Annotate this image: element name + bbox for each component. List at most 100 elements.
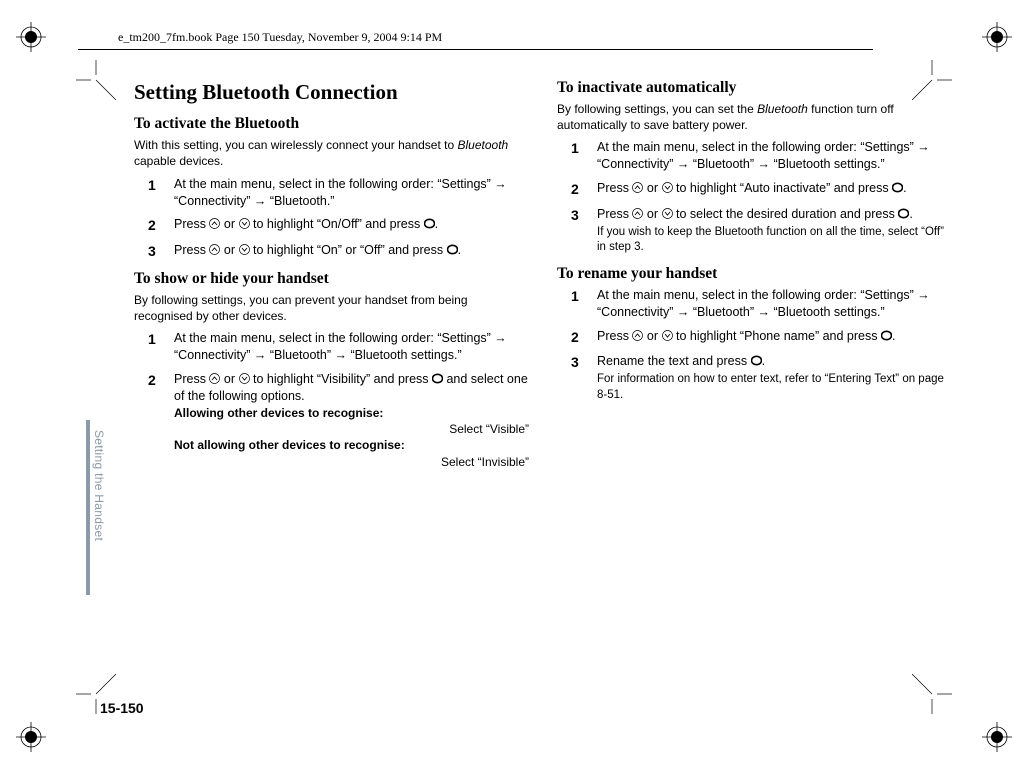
- section-tab: Setting the Handset: [86, 430, 102, 585]
- t: or: [643, 207, 661, 221]
- option-label: Allowing other devices to recognise:: [174, 405, 529, 421]
- step-text: Rename the text and press . For informat…: [597, 353, 952, 403]
- t: or: [220, 372, 238, 386]
- t: Press: [174, 372, 209, 386]
- option-value: Select “Invisible”: [174, 454, 529, 470]
- section-tab-bar: [86, 420, 90, 595]
- step-row: 1 At the main menu, select in the follow…: [148, 330, 529, 364]
- t: .: [458, 243, 461, 257]
- step-row: 2 Press or to highlight “Auto inactivate…: [571, 180, 952, 199]
- t: or: [220, 217, 238, 231]
- intro-part: By following settings, you can set the: [557, 102, 757, 116]
- t: Press: [174, 243, 209, 257]
- crop-mark-icon: [912, 674, 952, 714]
- down-key-icon: [662, 182, 673, 193]
- main-heading: Setting Bluetooth Connection: [134, 78, 529, 106]
- intro-part: With this setting, you can wirelessly co…: [134, 138, 458, 152]
- center-key-icon: [892, 182, 903, 193]
- t: or: [643, 329, 661, 343]
- step-number: 2: [571, 180, 597, 199]
- subheading-inactivate: To inactivate automatically: [557, 78, 952, 99]
- intro-text: By following settings, you can set the B…: [557, 101, 952, 133]
- t: to highlight “On/Off” and press: [250, 217, 424, 231]
- t: Press: [597, 207, 632, 221]
- t: .: [762, 354, 765, 368]
- header-rule: [78, 49, 873, 50]
- step-row: 1 At the main menu, select in the follow…: [571, 139, 952, 173]
- t: Press: [174, 217, 209, 231]
- t: to highlight “Auto inactivate” and press: [673, 181, 893, 195]
- up-key-icon: [632, 182, 643, 193]
- t: to highlight “Phone name” and press: [673, 329, 881, 343]
- registration-mark-icon: [16, 722, 46, 752]
- page-content: e_tm200_7fm.book Page 150 Tuesday, Novem…: [118, 30, 918, 730]
- page-number: 15-150: [100, 700, 144, 716]
- step-text: At the main menu, select in the followin…: [597, 139, 952, 173]
- t: to select the desired duration and press: [673, 207, 899, 221]
- step-row: 2 Press or to highlight “Visibility” and…: [148, 371, 529, 470]
- t: .: [903, 181, 906, 195]
- step-text: At the main menu, select in the followin…: [597, 287, 952, 321]
- step-text: Press or to highlight “Visibility” and p…: [174, 371, 529, 470]
- t: to highlight “On” or “Off” and press: [250, 243, 447, 257]
- t: If you wish to keep the: [597, 226, 715, 238]
- step-text: Press or to highlight “On” or “Off” and …: [174, 242, 529, 261]
- subheading-activate: To activate the Bluetooth: [134, 114, 529, 135]
- step-text: Press or to select the desired duration …: [597, 206, 952, 256]
- down-key-icon: [239, 373, 250, 384]
- right-column: To inactivate automatically By following…: [557, 78, 952, 477]
- t: Rename the text and press: [597, 354, 751, 368]
- step-number: 2: [148, 216, 174, 235]
- up-key-icon: [209, 244, 220, 255]
- step-number: 1: [148, 330, 174, 364]
- registration-mark-icon: [982, 22, 1012, 52]
- step-text: Press or to highlight “Phone name” and p…: [597, 328, 952, 347]
- step-number: 2: [148, 371, 174, 470]
- step-number: 1: [148, 176, 174, 210]
- step-note: If you wish to keep the Bluetooth functi…: [597, 225, 952, 256]
- center-key-icon: [432, 373, 443, 384]
- intro-italic: Bluetooth: [757, 102, 808, 116]
- center-key-icon: [424, 218, 435, 229]
- left-column: Setting Bluetooth Connection To activate…: [134, 78, 529, 477]
- up-key-icon: [209, 218, 220, 229]
- step-text: At the main menu, select in the followin…: [174, 330, 529, 364]
- center-key-icon: [898, 208, 909, 219]
- center-key-icon: [751, 355, 762, 366]
- t: Bluetooth: [715, 226, 764, 238]
- down-key-icon: [662, 330, 673, 341]
- step-text: At the main menu, select in the followin…: [174, 176, 529, 210]
- up-key-icon: [632, 208, 643, 219]
- center-key-icon: [447, 244, 458, 255]
- t: .: [435, 217, 438, 231]
- t: or: [220, 243, 238, 257]
- registration-mark-icon: [982, 722, 1012, 752]
- intro-text: By following settings, you can prevent y…: [134, 292, 529, 324]
- step-row: 3 Press or to select the desired duratio…: [571, 206, 952, 256]
- section-tab-label: Setting the Handset: [92, 430, 106, 541]
- step-row: 2 Press or to highlight “On/Off” and pre…: [148, 216, 529, 235]
- intro-text: With this setting, you can wirelessly co…: [134, 137, 529, 169]
- t: Press: [597, 181, 632, 195]
- down-key-icon: [239, 244, 250, 255]
- step-row: 3 Press or to highlight “On” or “Off” an…: [148, 242, 529, 261]
- page-header-line: e_tm200_7fm.book Page 150 Tuesday, Novem…: [118, 30, 918, 45]
- step-number: 3: [148, 242, 174, 261]
- step-text: Press or to highlight “On/Off” and press…: [174, 216, 529, 235]
- t: .: [909, 207, 912, 221]
- up-key-icon: [209, 373, 220, 384]
- center-key-icon: [881, 330, 892, 341]
- subheading-showhide: To show or hide your handset: [134, 269, 529, 290]
- step-number: 2: [571, 328, 597, 347]
- down-key-icon: [239, 218, 250, 229]
- t: Press: [597, 329, 632, 343]
- option-value: Select “Visible”: [174, 421, 529, 437]
- down-key-icon: [662, 208, 673, 219]
- registration-mark-icon: [16, 22, 46, 52]
- step-row: 1 At the main menu, select in the follow…: [148, 176, 529, 210]
- subheading-rename: To rename your handset: [557, 264, 952, 285]
- crop-mark-icon: [76, 60, 116, 100]
- t: .: [892, 329, 895, 343]
- t: to highlight “Visibility” and press: [250, 372, 433, 386]
- step-number: 3: [571, 206, 597, 256]
